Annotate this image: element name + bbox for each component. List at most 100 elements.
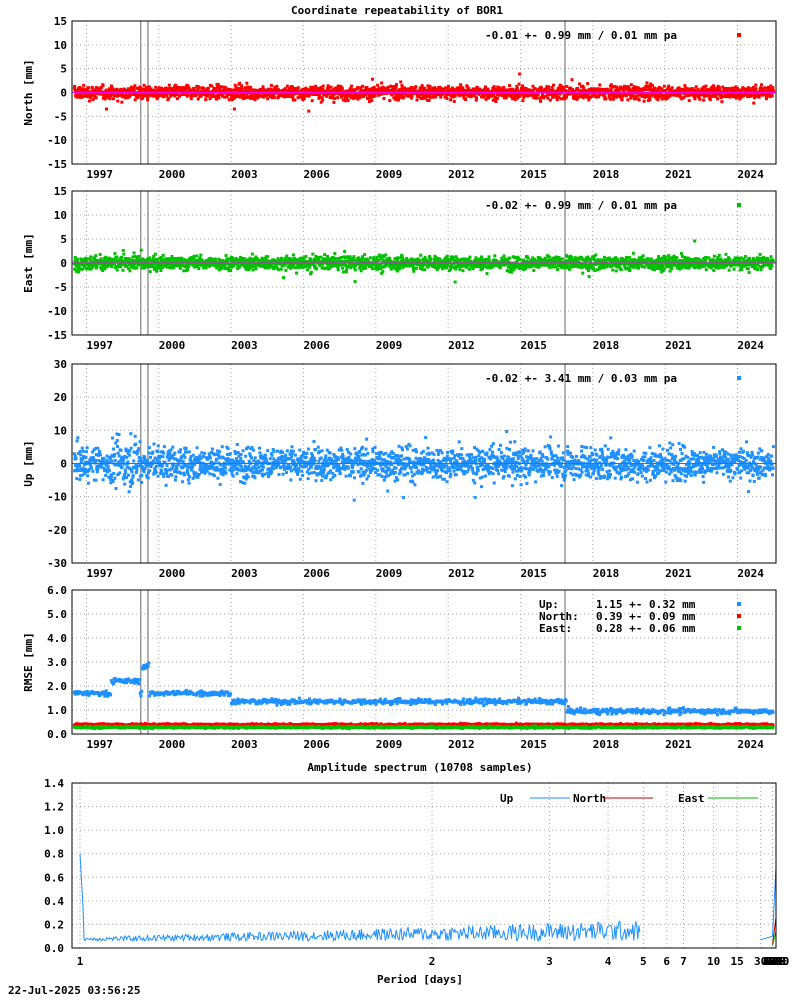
data-point <box>446 263 450 267</box>
data-point <box>598 87 602 91</box>
data-point <box>631 258 635 262</box>
data-point <box>166 257 170 261</box>
data-point <box>322 257 326 261</box>
data-point <box>423 96 427 100</box>
data-point <box>92 88 96 92</box>
data-point <box>399 263 403 267</box>
data-point <box>446 86 450 90</box>
data-point <box>727 256 731 260</box>
data-point <box>75 270 79 274</box>
data-point <box>683 84 687 88</box>
data-point <box>266 93 270 97</box>
data-point <box>188 258 192 262</box>
data-point <box>716 255 720 259</box>
data-point <box>72 262 76 266</box>
data-point <box>437 265 441 269</box>
data-point <box>576 96 580 100</box>
data-point <box>254 89 258 93</box>
data-point <box>559 84 563 88</box>
data-point <box>715 88 719 92</box>
data-point <box>315 92 319 96</box>
data-point <box>380 81 384 85</box>
data-point <box>82 83 86 87</box>
data-point <box>657 85 661 89</box>
data-point <box>554 95 558 99</box>
data-point <box>151 88 155 92</box>
x-tick-label: 2024 <box>737 567 764 580</box>
data-point <box>247 267 251 271</box>
data-point <box>254 94 258 98</box>
data-point <box>156 92 160 96</box>
data-point <box>681 259 685 263</box>
y-tick-label: 30 <box>54 358 67 371</box>
data-point <box>283 95 287 99</box>
data-point <box>620 262 624 266</box>
data-point <box>380 271 384 275</box>
data-point <box>487 258 491 262</box>
data-point <box>543 256 547 260</box>
data-point <box>76 264 80 268</box>
data-point <box>752 259 756 263</box>
data-point <box>282 89 286 93</box>
data-point <box>190 260 194 264</box>
data-point <box>193 258 197 262</box>
data-point <box>442 266 446 270</box>
data-point <box>555 98 559 102</box>
data-point <box>451 86 455 90</box>
data-point <box>350 260 354 264</box>
data-point <box>695 92 699 96</box>
data-point <box>116 263 120 267</box>
data-point <box>175 97 179 101</box>
data-point <box>428 93 432 97</box>
data-point <box>690 257 694 261</box>
data-point <box>393 92 397 96</box>
data-point <box>359 86 363 90</box>
data-point <box>167 96 171 100</box>
data-point <box>646 257 650 261</box>
data-point <box>581 271 585 275</box>
data-point <box>262 92 266 96</box>
data-point <box>74 268 78 272</box>
data-point <box>461 264 465 268</box>
data-point <box>423 268 427 272</box>
data-point <box>180 256 184 260</box>
data-point <box>743 263 747 267</box>
data-point <box>769 84 773 88</box>
data-point <box>214 258 218 262</box>
data-point <box>168 257 172 261</box>
x-tick-label: 2012 <box>448 168 475 181</box>
data-point <box>321 84 325 88</box>
data-point <box>702 98 706 102</box>
data-point <box>341 259 345 263</box>
data-point <box>162 95 166 99</box>
data-point <box>707 256 711 260</box>
data-point <box>627 87 631 91</box>
data-point <box>377 86 381 90</box>
data-point <box>421 86 425 90</box>
data-point <box>525 260 529 264</box>
data-point <box>113 262 117 266</box>
data-point <box>77 462 81 466</box>
data-point <box>523 94 527 98</box>
data-point <box>736 86 740 90</box>
data-point <box>146 96 150 100</box>
data-point <box>231 94 235 98</box>
data-point <box>343 250 347 254</box>
data-point <box>707 88 711 92</box>
data-point <box>131 255 135 259</box>
data-point <box>628 92 632 96</box>
data-point <box>197 267 201 271</box>
data-point <box>327 86 331 90</box>
data-point <box>229 259 233 263</box>
data-point <box>156 95 160 99</box>
data-point <box>446 84 450 88</box>
data-point <box>518 258 522 262</box>
data-point <box>667 257 671 261</box>
data-point <box>623 265 627 269</box>
data-point <box>333 96 337 100</box>
data-point <box>626 259 630 263</box>
y-axis-label: Up [mm] <box>22 440 35 486</box>
data-point <box>631 87 635 91</box>
data-point <box>644 88 648 92</box>
